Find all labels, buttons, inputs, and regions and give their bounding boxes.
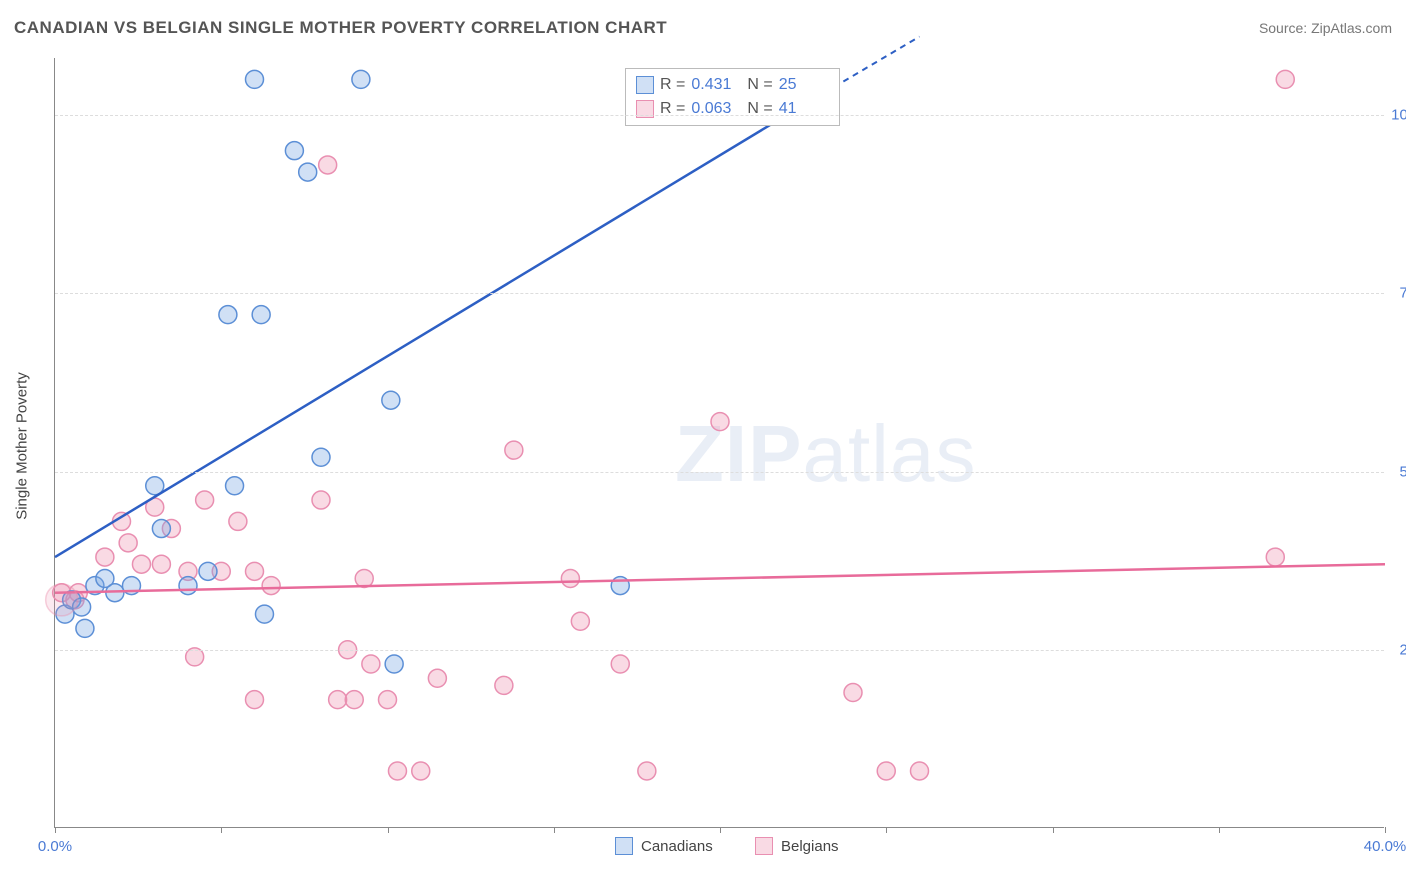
legend-canadians: Canadians xyxy=(615,837,713,855)
chart-title: CANADIAN VS BELGIAN SINGLE MOTHER POVERT… xyxy=(14,18,667,38)
stats-r-belgians: 0.063 xyxy=(691,97,741,121)
x-tick-label: 40.0% xyxy=(1364,838,1406,855)
y-tick-label: 75.0% xyxy=(1390,285,1406,302)
stats-row-canadians: R = 0.431 N = 25 xyxy=(636,73,829,97)
stats-n-label: N = xyxy=(747,73,772,97)
stats-row-belgians: R = 0.063 N = 41 xyxy=(636,97,829,121)
x-tick-label: 0.0% xyxy=(38,838,72,855)
stats-r-canadians: 0.431 xyxy=(691,73,741,97)
y-axis-title: Single Mother Poverty xyxy=(14,372,31,520)
x-tick xyxy=(554,827,555,833)
x-tick xyxy=(1053,827,1054,833)
x-tick xyxy=(1385,827,1386,833)
y-tick-label: 25.0% xyxy=(1390,641,1406,658)
x-tick xyxy=(221,827,222,833)
swatch-belgians-icon xyxy=(755,837,773,855)
stats-r-label: R = xyxy=(660,73,685,97)
x-tick xyxy=(388,827,389,833)
chart-plot-area: ZIPatlas R = 0.431 N = 25 R = 0.063 N = … xyxy=(54,58,1384,828)
legend-belgians: Belgians xyxy=(755,837,839,855)
stats-r-label: R = xyxy=(660,97,685,121)
x-tick xyxy=(886,827,887,833)
stats-n-belgians: 41 xyxy=(779,97,829,121)
x-tick xyxy=(55,827,56,833)
legend-label-belgians: Belgians xyxy=(781,838,839,855)
y-tick-label: 100.0% xyxy=(1390,107,1406,124)
x-tick xyxy=(720,827,721,833)
x-tick xyxy=(1219,827,1220,833)
gridline xyxy=(55,472,1384,473)
swatch-canadians-icon xyxy=(615,837,633,855)
gridline xyxy=(55,650,1384,651)
gridline xyxy=(55,115,1384,116)
scatter-svg xyxy=(55,58,1384,827)
stats-n-label: N = xyxy=(747,97,772,121)
legend-label-canadians: Canadians xyxy=(641,838,713,855)
stats-box: R = 0.431 N = 25 R = 0.063 N = 41 xyxy=(625,68,840,126)
gridline xyxy=(55,293,1384,294)
y-tick-label: 50.0% xyxy=(1390,463,1406,480)
stats-n-canadians: 25 xyxy=(779,73,829,97)
source-label: Source: ZipAtlas.com xyxy=(1259,20,1392,36)
swatch-canadians-icon xyxy=(636,76,654,94)
